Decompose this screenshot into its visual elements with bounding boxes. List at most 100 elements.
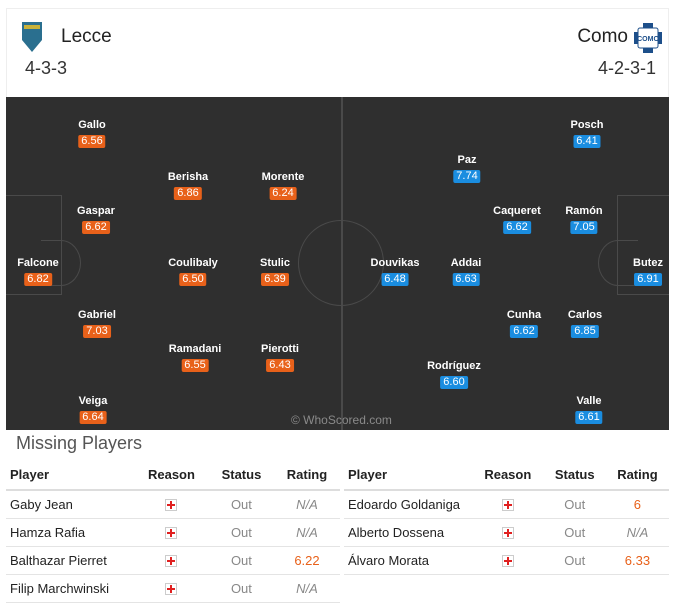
lecce-crest-icon [22, 22, 42, 52]
watermark: © WhoScored.com [291, 413, 392, 427]
status: Out [208, 518, 274, 547]
player-name: Posch [570, 119, 604, 131]
player-name: Addai [450, 257, 482, 269]
player-rating: 6.56 [78, 135, 106, 148]
player-name: Morente [261, 171, 305, 183]
col-reason: Reason [134, 460, 209, 491]
away-player[interactable]: Ramón 7.05 [565, 205, 603, 235]
home-player[interactable]: Gabriel 7.03 [78, 309, 116, 339]
player-name: Gaspar [77, 205, 115, 217]
table-row: Balthazar Pierret Out 6.22 [6, 546, 340, 575]
player-name: Veiga [78, 395, 108, 407]
status: Out [208, 490, 274, 519]
away-missing-table: Player Reason Status Rating Edoardo Gold… [344, 460, 669, 575]
player-name: Stulic [260, 257, 290, 269]
away-team-name: Como [577, 26, 628, 47]
player-rating: 6.62 [503, 221, 531, 234]
player-name[interactable]: Hamza Rafia [6, 518, 134, 547]
home-missing-table: Player Reason Status Rating Gaby Jean Out… [6, 460, 340, 603]
player-rating: 7.03 [83, 325, 111, 338]
home-player[interactable]: Gallo 6.56 [78, 119, 106, 149]
player-name: Ramadani [168, 343, 222, 355]
injury-cross-icon [501, 499, 514, 512]
player-name: Cunha [506, 309, 542, 321]
player-name: Butez [633, 257, 663, 269]
player-rating: 6.50 [179, 273, 207, 286]
injury-cross-icon [501, 527, 514, 540]
away-player[interactable]: Caqueret 6.62 [493, 205, 541, 235]
table-row: Gaby Jean Out N/A [6, 490, 340, 519]
away-player[interactable]: Addai 6.63 [450, 257, 482, 287]
svg-text:COMO: COMO [637, 36, 659, 43]
status: Out [543, 546, 606, 575]
rating: 6.22 [273, 546, 340, 575]
player-rating: 6.86 [174, 187, 202, 200]
pitch-lineup: © WhoScored.com Gallo 6.56 Berisha 6.86 More… [6, 97, 669, 430]
col-player: Player [6, 460, 134, 491]
missing-players-title: Missing Players [16, 433, 143, 453]
table-row: Edoardo Goldaniga Out 6 [344, 490, 669, 519]
player-name[interactable]: Alberto Dossena [344, 518, 472, 547]
home-player[interactable]: Coulibaly 6.50 [168, 257, 218, 287]
away-player[interactable]: Paz 7.74 [453, 154, 481, 184]
rating: N/A [605, 518, 669, 547]
player-rating: 6.64 [79, 411, 107, 424]
player-rating: 6.82 [24, 273, 52, 286]
away-player[interactable]: Posch 6.41 [570, 119, 604, 149]
player-name[interactable]: Balthazar Pierret [6, 546, 134, 575]
rating: N/A [273, 518, 340, 547]
player-name: Caqueret [493, 205, 541, 217]
player-rating: 6.85 [571, 325, 599, 338]
home-player[interactable]: Morente 6.24 [261, 171, 305, 201]
injury-cross-icon [165, 527, 178, 540]
away-player[interactable]: Carlos 6.85 [568, 309, 602, 339]
home-team-name: Lecce [61, 26, 112, 47]
home-player[interactable]: Veiga 6.64 [78, 395, 108, 425]
player-name[interactable]: Gaby Jean [6, 490, 134, 519]
home-player[interactable]: Falcone 6.82 [17, 257, 59, 287]
player-name: Gallo [78, 119, 106, 131]
player-rating: 6.62 [510, 325, 538, 338]
player-rating: 6.39 [261, 273, 289, 286]
col-rating: Rating [273, 460, 340, 491]
status: Out [543, 490, 606, 519]
player-name: Pierotti [261, 343, 299, 355]
away-player[interactable]: Butez 6.91 [633, 257, 663, 287]
status: Out [543, 518, 606, 547]
home-formation: 4-3-3 [25, 58, 68, 78]
away-player[interactable]: Rodríguez 6.60 [427, 360, 481, 390]
player-name: Ramón [565, 205, 603, 217]
player-rating: 6.24 [269, 187, 297, 200]
player-rating: 6.60 [440, 376, 468, 389]
player-name: Paz [457, 154, 477, 166]
player-rating: 6.63 [452, 273, 480, 286]
rating: 6 [605, 490, 669, 519]
player-name: Carlos [567, 309, 603, 321]
player-name: Douvikas [370, 257, 420, 269]
away-player[interactable]: Cunha 6.62 [507, 309, 541, 339]
player-name[interactable]: Edoardo Goldaniga [344, 490, 472, 519]
home-player[interactable]: Ramadani 6.55 [168, 343, 222, 373]
home-player[interactable]: Gaspar 6.62 [77, 205, 115, 235]
injury-cross-icon [165, 555, 178, 568]
col-status: Status [208, 460, 274, 491]
injury-cross-icon [165, 499, 178, 512]
player-rating: 6.41 [573, 135, 601, 148]
home-player[interactable]: Pierotti 6.43 [261, 343, 299, 373]
player-name: Coulibaly [168, 257, 218, 269]
away-player[interactable]: Valle 6.61 [575, 395, 603, 425]
player-rating: 6.61 [575, 411, 603, 424]
table-row: Álvaro Morata Out 6.33 [344, 546, 669, 575]
col-status: Status [543, 460, 606, 491]
table-row: Filip Marchwinski Out N/A [6, 574, 340, 603]
home-player[interactable]: Stulic 6.39 [260, 257, 290, 287]
rating: N/A [273, 574, 340, 603]
player-name[interactable]: Álvaro Morata [344, 546, 472, 575]
home-player[interactable]: Berisha 6.86 [168, 171, 208, 201]
col-player: Player [344, 460, 472, 491]
away-player[interactable]: Douvikas 6.48 [370, 257, 420, 287]
player-name[interactable]: Filip Marchwinski [6, 574, 134, 603]
player-name: Falcone [17, 257, 59, 269]
status: Out [208, 546, 274, 575]
table-row: Hamza Rafia Out N/A [6, 518, 340, 547]
